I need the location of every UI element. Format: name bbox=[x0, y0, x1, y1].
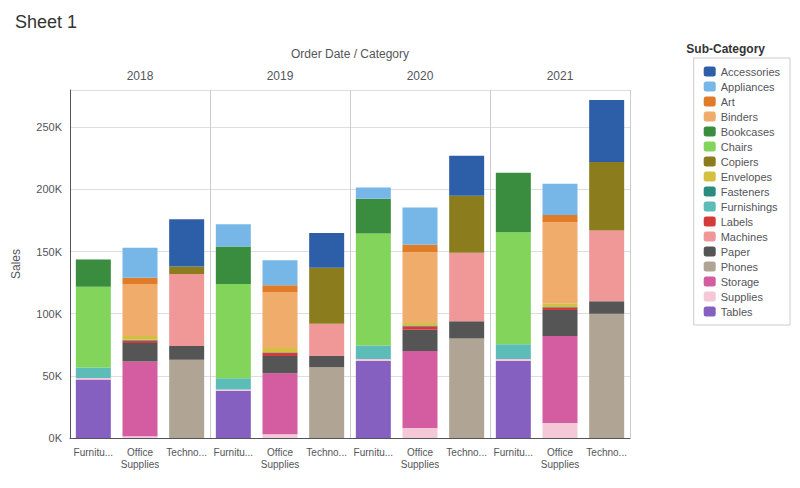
svg-text:Furnitu...: Furnitu... bbox=[214, 447, 253, 458]
svg-text:Furnitu...: Furnitu... bbox=[354, 447, 393, 458]
svg-text:200K: 200K bbox=[36, 183, 62, 195]
svg-text:Binders: Binders bbox=[721, 111, 759, 123]
svg-text:Supplies: Supplies bbox=[541, 459, 579, 470]
svg-text:Supplies: Supplies bbox=[121, 459, 159, 470]
svg-text:Bookcases: Bookcases bbox=[721, 126, 775, 138]
svg-text:Envelopes: Envelopes bbox=[721, 171, 773, 183]
svg-text:Storage: Storage bbox=[721, 276, 760, 288]
svg-text:150K: 150K bbox=[36, 246, 62, 258]
svg-text:Supplies: Supplies bbox=[261, 459, 299, 470]
svg-text:Furnitu...: Furnitu... bbox=[74, 447, 113, 458]
svg-text:Techno...: Techno... bbox=[306, 447, 347, 458]
svg-text:Accessories: Accessories bbox=[721, 66, 781, 78]
svg-text:Supplies: Supplies bbox=[721, 291, 764, 303]
svg-text:Furnitu...: Furnitu... bbox=[494, 447, 533, 458]
svg-text:Furnishings: Furnishings bbox=[721, 201, 778, 213]
svg-text:Office: Office bbox=[407, 447, 433, 458]
svg-text:Sales: Sales bbox=[9, 249, 23, 279]
svg-text:Art: Art bbox=[721, 96, 735, 108]
svg-text:Office: Office bbox=[127, 447, 153, 458]
svg-text:Labels: Labels bbox=[721, 216, 754, 228]
svg-text:Office: Office bbox=[267, 447, 293, 458]
svg-text:2019: 2019 bbox=[267, 69, 294, 83]
svg-text:Tables: Tables bbox=[721, 306, 753, 318]
svg-text:Techno...: Techno... bbox=[586, 447, 627, 458]
svg-text:Office: Office bbox=[547, 447, 573, 458]
svg-text:Supplies: Supplies bbox=[401, 459, 439, 470]
svg-text:0K: 0K bbox=[49, 432, 63, 444]
svg-text:Phones: Phones bbox=[721, 261, 759, 273]
svg-text:Fasteners: Fasteners bbox=[721, 186, 770, 198]
svg-text:Paper: Paper bbox=[721, 246, 751, 258]
svg-text:Chairs: Chairs bbox=[721, 141, 753, 153]
svg-text:Sub-Category: Sub-Category bbox=[686, 42, 765, 56]
svg-text:2020: 2020 bbox=[407, 69, 434, 83]
svg-text:250K: 250K bbox=[36, 121, 62, 133]
svg-text:Order Date / Category: Order Date / Category bbox=[291, 47, 409, 61]
svg-text:50K: 50K bbox=[42, 370, 62, 382]
svg-text:Techno...: Techno... bbox=[446, 447, 487, 458]
svg-text:Copiers: Copiers bbox=[721, 156, 759, 168]
svg-text:100K: 100K bbox=[36, 308, 62, 320]
svg-text:Machines: Machines bbox=[721, 231, 769, 243]
svg-text:Sheet 1: Sheet 1 bbox=[15, 12, 77, 32]
svg-text:Techno...: Techno... bbox=[166, 447, 207, 458]
svg-text:2018: 2018 bbox=[127, 69, 154, 83]
svg-text:Appliances: Appliances bbox=[721, 81, 775, 93]
svg-text:2021: 2021 bbox=[547, 69, 574, 83]
